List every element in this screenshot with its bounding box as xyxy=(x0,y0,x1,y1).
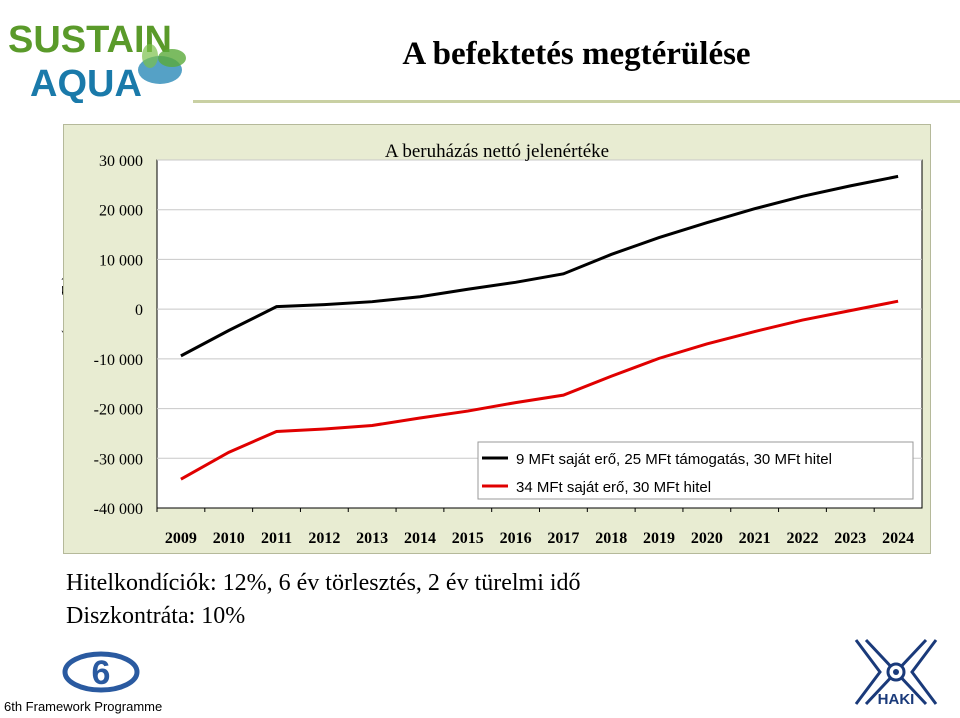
legend-box xyxy=(477,441,914,500)
loan-conditions-text: Hitelkondíciók: 12%, 6 év törlesztés, 2 … xyxy=(66,570,581,596)
x-tick-label: 2023 xyxy=(834,530,866,547)
y-tick-label: 30 000 xyxy=(99,153,143,170)
y-tick-label: -40 000 xyxy=(94,501,143,518)
y-tick-label: 20 000 xyxy=(99,203,143,220)
x-tick-label: 2016 xyxy=(500,530,532,547)
x-tick-label: 2013 xyxy=(356,530,388,547)
y-tick-label: 0 xyxy=(135,302,143,319)
legend-label-1: 9 MFt saját erő, 25 MFt támogatás, 30 MF… xyxy=(516,451,832,468)
x-tick-label: 2011 xyxy=(261,530,292,547)
haki-logo: HAKI xyxy=(854,638,938,708)
x-tick-label: 2017 xyxy=(547,530,579,547)
sustain-aqua-logo-graphic: SUSTAIN AQUA xyxy=(8,19,186,105)
x-tick-label: 2018 xyxy=(595,530,627,547)
legend-label-2: 34 MFt saját erő, 30 MFt hitel xyxy=(516,479,711,496)
sustain-aqua-logo: SUSTAIN AQUA xyxy=(0,0,193,105)
x-tick-labels: 2009 2010 2011 2012 2013 2014 2015 2016 2017 2018… xyxy=(156,508,914,547)
x-tick-label: 2020 xyxy=(691,530,723,547)
svg-text:6: 6 xyxy=(92,654,111,692)
chart-title: A beruházás nettó jelenértéke xyxy=(385,141,609,162)
programme-label: 6th Framework Programme xyxy=(4,699,163,714)
legend: 9 MFt saját erő, 25 MFt támogatás, 30 MF… xyxy=(482,451,832,496)
series-lines xyxy=(180,174,899,481)
x-tick-label: 2014 xyxy=(404,530,436,547)
y-tick-label: -10 000 xyxy=(94,352,143,369)
haki-label: HAKI xyxy=(878,691,915,708)
x-tick-label: 2024 xyxy=(882,530,914,547)
x-tick-label: 2022 xyxy=(786,530,818,547)
fp6-logo: 6 xyxy=(62,651,140,693)
x-tick-label: 2012 xyxy=(308,530,340,547)
y-tick-label: -20 000 xyxy=(94,402,143,419)
discount-rate-text: Diszkontráta: 10% xyxy=(66,603,246,629)
page-title: A befektetés megtérülése xyxy=(402,36,751,72)
x-tick-label: 2019 xyxy=(643,530,675,547)
y-tick-labels: 30 000 20 000 10 000 0 -10 000 -20 000 -30 000… xyxy=(94,153,143,518)
x-tick-label: 2015 xyxy=(452,530,484,547)
y-tick-label: -30 000 xyxy=(94,451,143,468)
x-tick-label: 2010 xyxy=(213,530,245,547)
series-line-2 xyxy=(180,299,899,481)
series-line-1 xyxy=(180,174,899,358)
logo-line2: AQUA xyxy=(30,63,142,103)
x-tick-label: 2021 xyxy=(739,530,771,547)
y-tick-label: 10 000 xyxy=(99,252,143,269)
header-bar xyxy=(193,0,960,103)
x-tick-label: 2009 xyxy=(165,530,197,547)
